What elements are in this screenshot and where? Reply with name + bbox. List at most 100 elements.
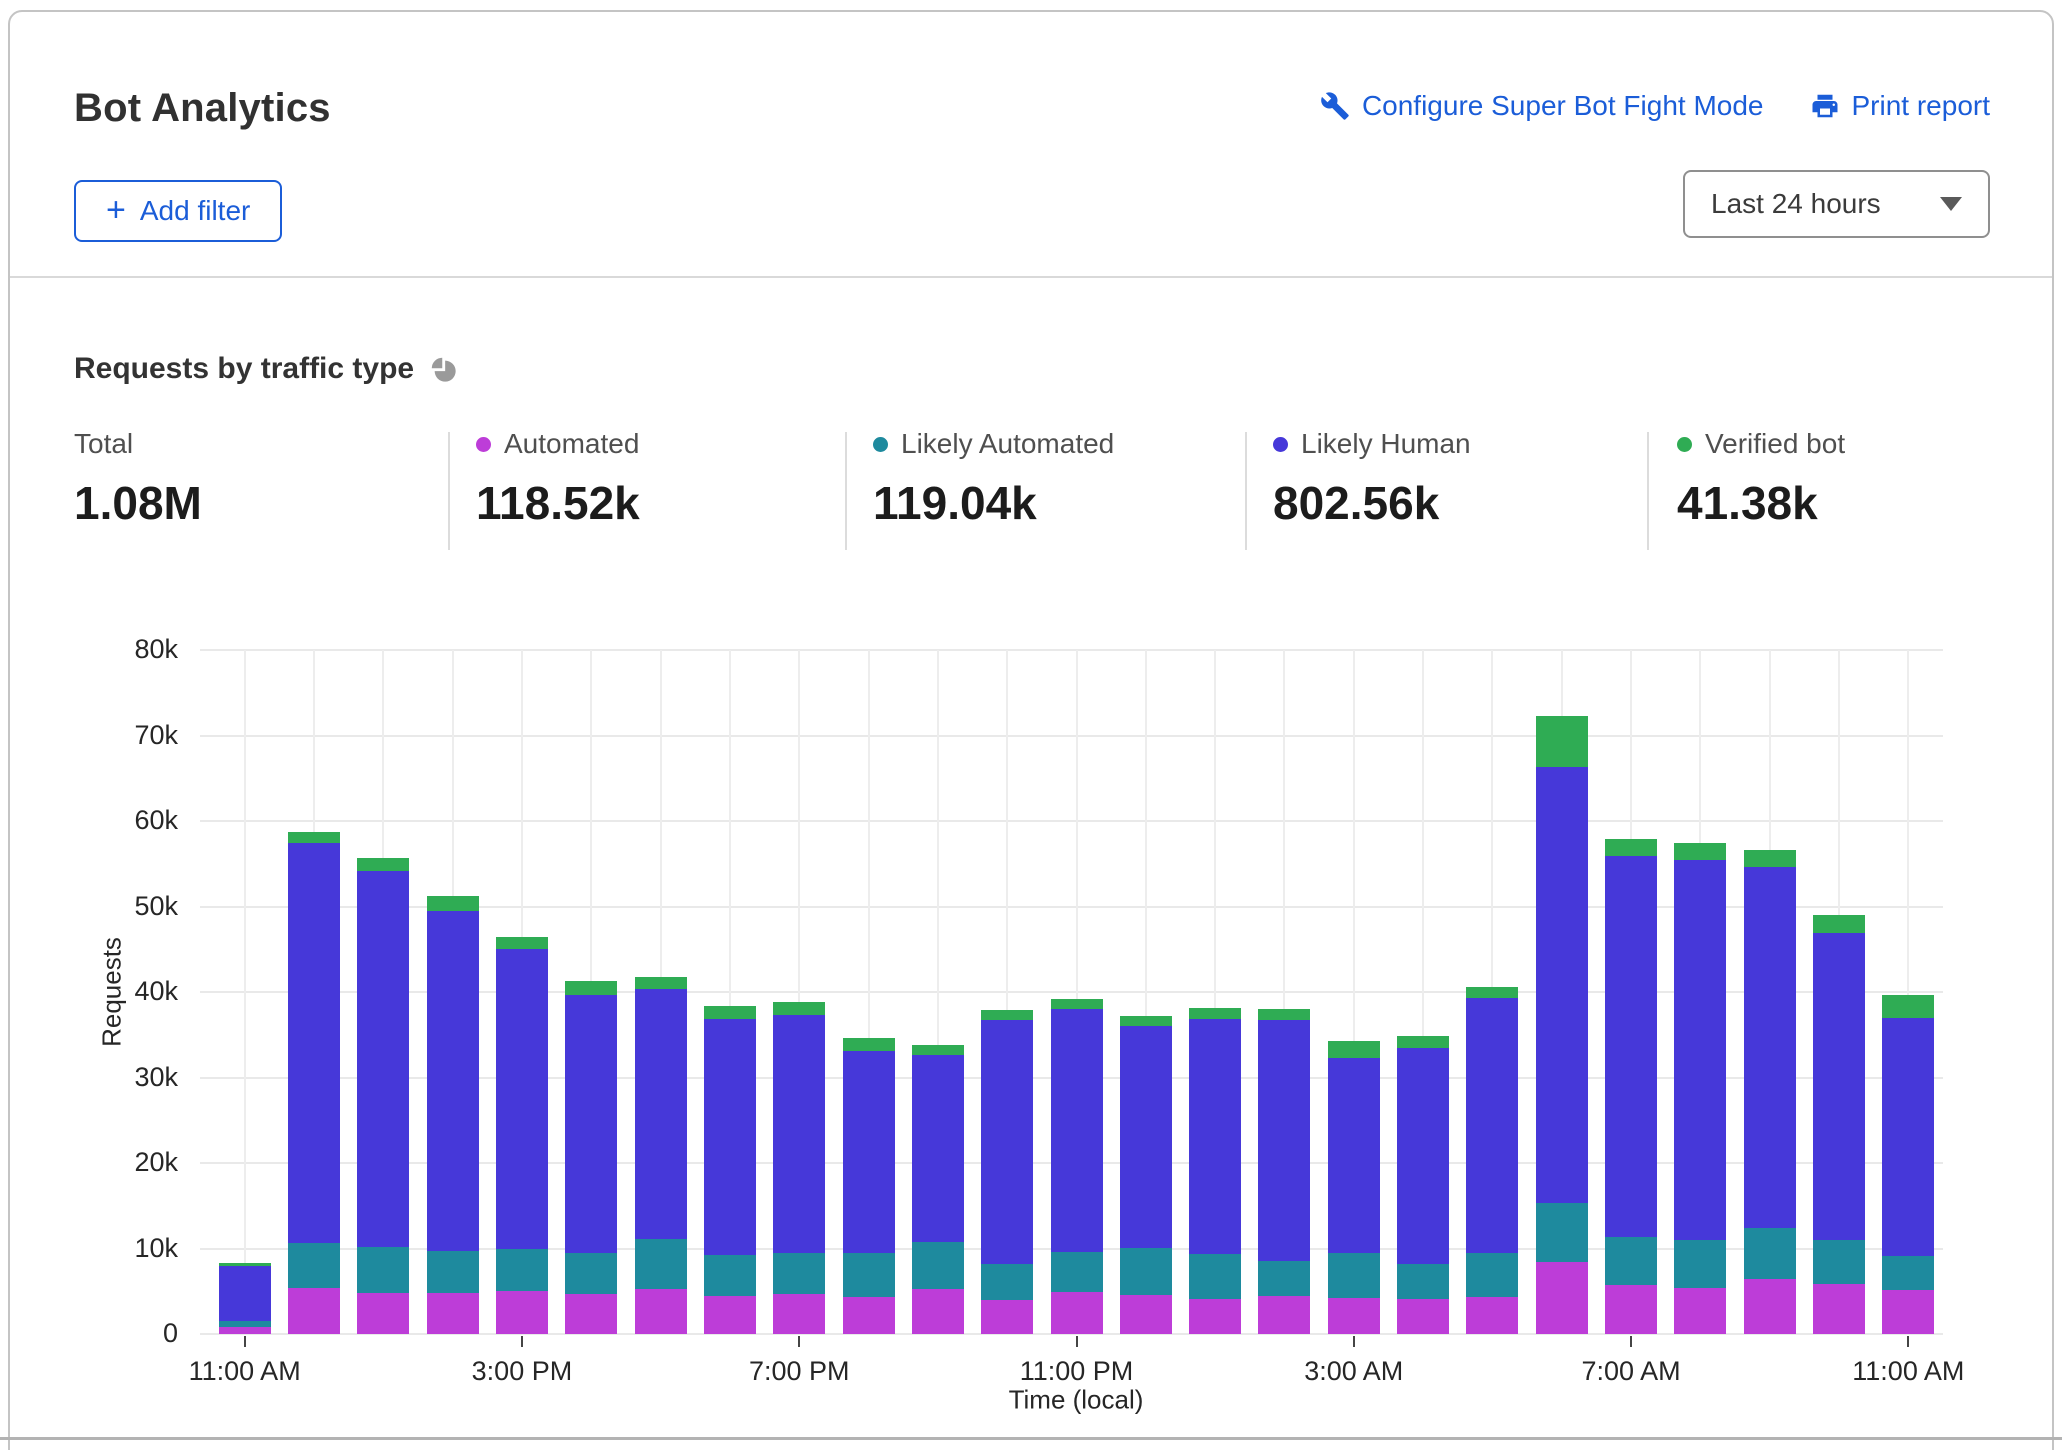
stacked-bar-hour-12[interactable] [1050, 650, 1103, 1334]
bar-segment-automated [1327, 1298, 1380, 1334]
x-tickmark [1075, 1336, 1078, 1347]
y-tick-label: 60k [134, 805, 178, 835]
bar-segment-likely-human [1466, 998, 1519, 1253]
y-axis-title: Requests [96, 937, 127, 1047]
bar-segment-automated [357, 1292, 410, 1334]
bar-segment-likely-human [1119, 1026, 1172, 1248]
bar-segment-automated [495, 1291, 548, 1334]
v-gridline [1352, 650, 1355, 1334]
stacked-bar-hour-7[interactable] [703, 650, 756, 1334]
v-gridline [1214, 650, 1217, 1334]
bar-segment-verified-bot [1119, 1015, 1172, 1027]
stacked-bar-hour-15[interactable] [1258, 650, 1311, 1334]
bar-segment-likely-human [1050, 1009, 1103, 1252]
bar-segment-automated [1050, 1292, 1103, 1334]
stacked-bar-hour-17[interactable] [1397, 650, 1450, 1334]
stacked-bar-hour-22[interactable] [1743, 650, 1796, 1334]
stat-likely-human[interactable]: Likely Human 802.56k [1273, 428, 1471, 530]
stacked-bar-hour-19[interactable] [1535, 650, 1588, 1334]
bar-segment-automated [703, 1295, 756, 1334]
bar-segment-automated [287, 1287, 340, 1334]
bar-segment-likely-human [426, 910, 479, 1252]
stacked-bar-hour-8[interactable] [773, 650, 826, 1334]
section-heading-label: Requests by traffic type [74, 352, 415, 385]
stacked-bar-hour-14[interactable] [1189, 650, 1242, 1334]
bar-segment-likely-automated [357, 1246, 410, 1293]
bar-segment-likely-automated [1674, 1239, 1727, 1288]
add-filter-label: Add filter [139, 195, 251, 226]
bar-segment-verified-bot [1813, 915, 1866, 934]
time-range-select[interactable]: Last 24 hours [1683, 170, 1990, 238]
bar-segment-likely-automated [1397, 1263, 1450, 1299]
x-tickmark [520, 1336, 523, 1347]
bar-segment-likely-automated [1327, 1252, 1380, 1299]
h-gridline [200, 734, 1943, 737]
bar-segment-verified-bot [1743, 850, 1796, 868]
y-tick-label: 30k [134, 1061, 178, 1092]
y-tick-label: 40k [134, 976, 178, 1006]
x-tick-label: 11:00 AM [188, 1356, 301, 1386]
x-axis-title: Time (local) [1008, 1384, 1144, 1415]
stacked-bar-hour-5[interactable] [565, 650, 618, 1334]
stacked-bar-hour-9[interactable] [842, 650, 895, 1334]
stacked-bar-hour-4[interactable] [495, 650, 548, 1334]
stacked-bar-hour-13[interactable] [1119, 650, 1172, 1334]
bar-segment-verified-bot [565, 980, 618, 995]
bar-segment-automated [565, 1293, 618, 1334]
h-gridline [200, 1333, 1943, 1335]
bar-segment-likely-human [1397, 1047, 1450, 1264]
x-tick-label: 7:00 PM [748, 1356, 850, 1386]
stacked-bar-hour-1[interactable] [287, 650, 340, 1334]
bar-segment-likely-human [842, 1051, 895, 1253]
bar-segment-likely-automated [1466, 1252, 1519, 1298]
stat-divider [1245, 432, 1247, 550]
bar-segment-likely-automated [495, 1249, 548, 1292]
add-filter-button[interactable]: + Add filter [74, 180, 283, 242]
header-actions: Configure Super Bot Fight Mode Print rep… [1320, 90, 1990, 122]
y-tick-label: 0 [162, 1318, 178, 1348]
stat-verified-bot[interactable]: Verified bot 41.38k [1677, 428, 1845, 530]
bar-segment-verified-bot [1535, 715, 1588, 768]
stat-label: Total [74, 428, 134, 459]
print-report-link[interactable]: Print report [1810, 90, 1991, 122]
stacked-bar-hour-11[interactable] [981, 650, 1034, 1334]
bar-segment-automated [1535, 1262, 1588, 1334]
stacked-bar-hour-23[interactable] [1813, 650, 1866, 1334]
stacked-bar-hour-21[interactable] [1674, 650, 1727, 1334]
stacked-bar-hour-3[interactable] [426, 650, 479, 1334]
x-tickmark [1630, 1336, 1633, 1347]
stat-value: 1.08M [74, 477, 202, 529]
stacked-bar-hour-24[interactable] [1882, 650, 1935, 1334]
bar-segment-likely-automated [1605, 1237, 1658, 1286]
stacked-bar-hour-10[interactable] [911, 650, 964, 1334]
bar-segment-verified-bot [1258, 1009, 1311, 1021]
bar-segment-verified-bot [634, 976, 687, 990]
stat-divider [448, 432, 450, 550]
stat-likely-automated[interactable]: Likely Automated 119.04k [873, 428, 1114, 530]
stat-total[interactable]: Total 1.08M [74, 428, 202, 530]
stacked-bar-hour-18[interactable] [1466, 650, 1519, 1334]
bar-segment-automated [1119, 1294, 1172, 1334]
stacked-bar-hour-2[interactable] [357, 650, 410, 1334]
bar-segment-likely-automated [1189, 1253, 1242, 1299]
stacked-bar-hour-16[interactable] [1327, 650, 1380, 1334]
bar-segment-likely-human [773, 1015, 826, 1253]
stacked-bar-hour-6[interactable] [634, 650, 687, 1334]
configure-super-bot-fight-mode-link[interactable]: Configure Super Bot Fight Mode [1320, 90, 1764, 122]
stacked-bar-hour-20[interactable] [1605, 650, 1658, 1334]
print-link-label: Print report [1851, 90, 1991, 121]
bar-segment-verified-bot [981, 1009, 1034, 1021]
bar-segment-likely-human [287, 843, 340, 1243]
h-gridline [200, 649, 1943, 651]
stat-divider [845, 432, 847, 550]
printer-icon [1810, 91, 1840, 121]
x-tickmark [1907, 1336, 1910, 1347]
bar-segment-likely-human [1535, 767, 1588, 1204]
stacked-bar-hour-0[interactable] [218, 650, 271, 1334]
time-range-value: Last 24 hours [1711, 188, 1881, 219]
bar-segment-automated [981, 1299, 1034, 1334]
stat-automated[interactable]: Automated 118.52k [476, 428, 640, 530]
bar-segment-automated [1813, 1284, 1866, 1334]
bar-segment-verified-bot [287, 832, 340, 844]
